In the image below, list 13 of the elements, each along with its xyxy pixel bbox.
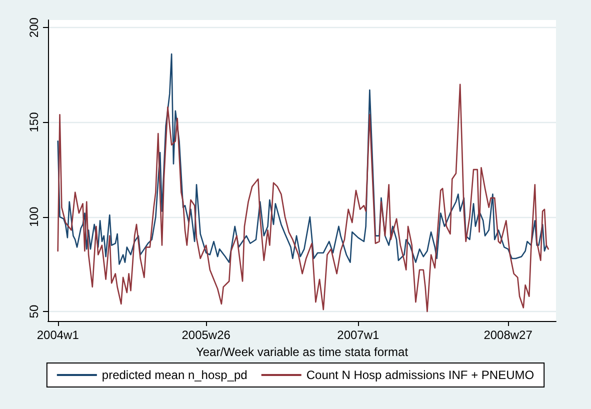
x-axis-title: Year/Week variable as time stata format <box>196 344 409 359</box>
y-tick-label: 100 <box>27 206 41 227</box>
x-tick-label: 2005w26 <box>182 328 231 342</box>
legend-label: Count N Hosp admissions INF + PNEUMO <box>306 368 534 382</box>
x-tick-label: 2008w27 <box>484 328 533 342</box>
line-series <box>57 84 549 312</box>
y-tick-label: 150 <box>27 112 41 132</box>
legend-label: predicted mean n_hosp_pd <box>102 368 248 382</box>
line-series <box>57 53 548 265</box>
x-tick-label: 2007w1 <box>337 328 380 342</box>
y-tick-label: 200 <box>27 17 41 38</box>
x-tick-label: 2004w1 <box>36 328 80 342</box>
y-tick-label: 50 <box>27 304 41 318</box>
